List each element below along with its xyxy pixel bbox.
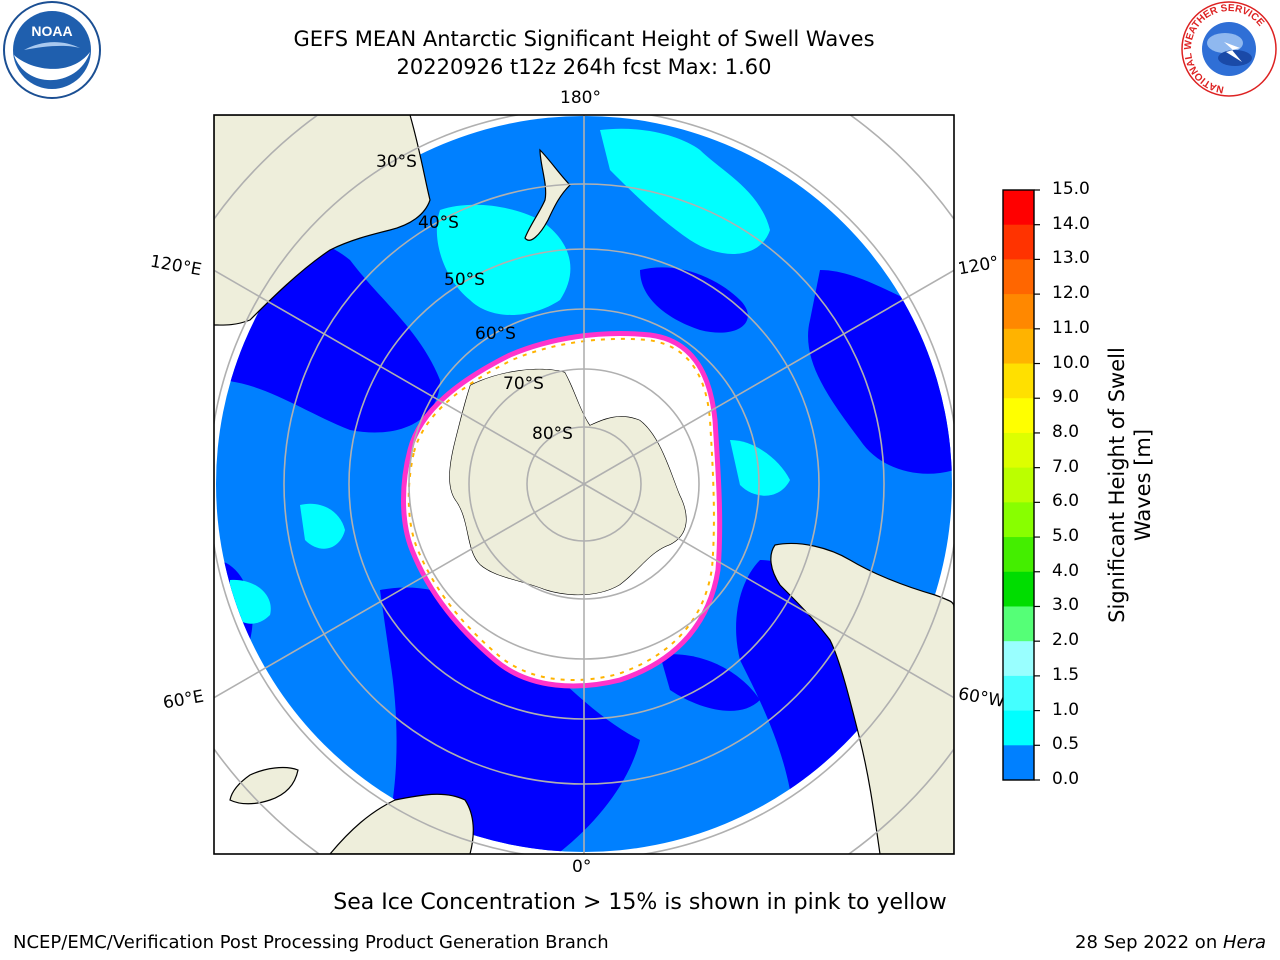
chart-title: GEFS MEAN Antarctic Significant Height o…	[293, 27, 875, 51]
new-zealand	[524, 148, 571, 241]
south-america	[770, 542, 954, 854]
graticule	[214, 115, 954, 854]
noaa-logo-text: NOAA	[31, 23, 72, 39]
lat-label-30s: 30°S	[376, 152, 417, 172]
colorbar-tick-label: 5.0	[1052, 526, 1080, 547]
colorbar-tick-label: 11.0	[1052, 317, 1090, 338]
colorbar-tick-label: 3.0	[1052, 595, 1080, 616]
colorbar-tick-label: 2.0	[1052, 630, 1080, 651]
chart-subtitle: 20220926 t12z 264h fcst Max: 1.60	[396, 55, 772, 79]
land-masses	[214, 115, 954, 854]
footer-machine: Hera	[1222, 932, 1266, 953]
footer-date-text: 28 Sep 2022 on	[1075, 932, 1223, 953]
colorbar-tick-label: 12.0	[1052, 283, 1090, 304]
colorbar-tick-label: 14.0	[1052, 213, 1090, 234]
colorbar-tick-label: 6.0	[1052, 491, 1080, 512]
lat-label-60s: 60°S	[475, 324, 516, 344]
colorbar-tick-label: 1.5	[1052, 664, 1080, 685]
lat-label-70s: 70°S	[503, 374, 544, 394]
colorbar-tick-label: 10.0	[1052, 352, 1090, 373]
lon-label-180: 180°	[560, 88, 601, 108]
australia	[214, 115, 431, 326]
map-frame	[213, 114, 955, 855]
sea-ice-zone	[403, 333, 720, 686]
colorbar-tick-label: 8.0	[1052, 421, 1080, 442]
colorbar-tick-label: 7.0	[1052, 456, 1080, 477]
lat-label-40s: 40°S	[418, 213, 459, 233]
colorbar-tick-label: 4.0	[1052, 560, 1080, 581]
noaa-logo: NOAA	[0, 0, 104, 104]
colorbar-tick-label: 0.5	[1052, 734, 1080, 755]
sea-ice-edge	[401, 331, 723, 689]
lat-label-80s: 80°S	[532, 424, 573, 444]
colorbar-tick-label: 0.0	[1052, 769, 1080, 789]
africa	[329, 793, 474, 854]
lat-label-50s: 50°S	[444, 270, 485, 290]
colorbar-label: Significant Height of Swell Waves [m]	[1105, 347, 1155, 623]
colorbar-tick-label: 15.0	[1052, 179, 1090, 199]
colorbar-tick-label: 13.0	[1052, 248, 1090, 269]
colorbar-tick-label: 1.0	[1052, 699, 1080, 720]
colorbar-tick-label: 9.0	[1052, 387, 1080, 408]
nws-logo: NATIONAL WEATHER SERVICE	[1178, 0, 1280, 104]
madagascar	[229, 766, 299, 805]
lon-label-0: 0°	[572, 857, 592, 877]
sea-ice-note: Sea Ice Concentration > 15% is shown in …	[333, 890, 947, 915]
footer-date: 28 Sep 2022 on Hera	[1075, 932, 1266, 953]
footer-branch: NCEP/EMC/Verification Post Processing Pr…	[13, 932, 609, 953]
